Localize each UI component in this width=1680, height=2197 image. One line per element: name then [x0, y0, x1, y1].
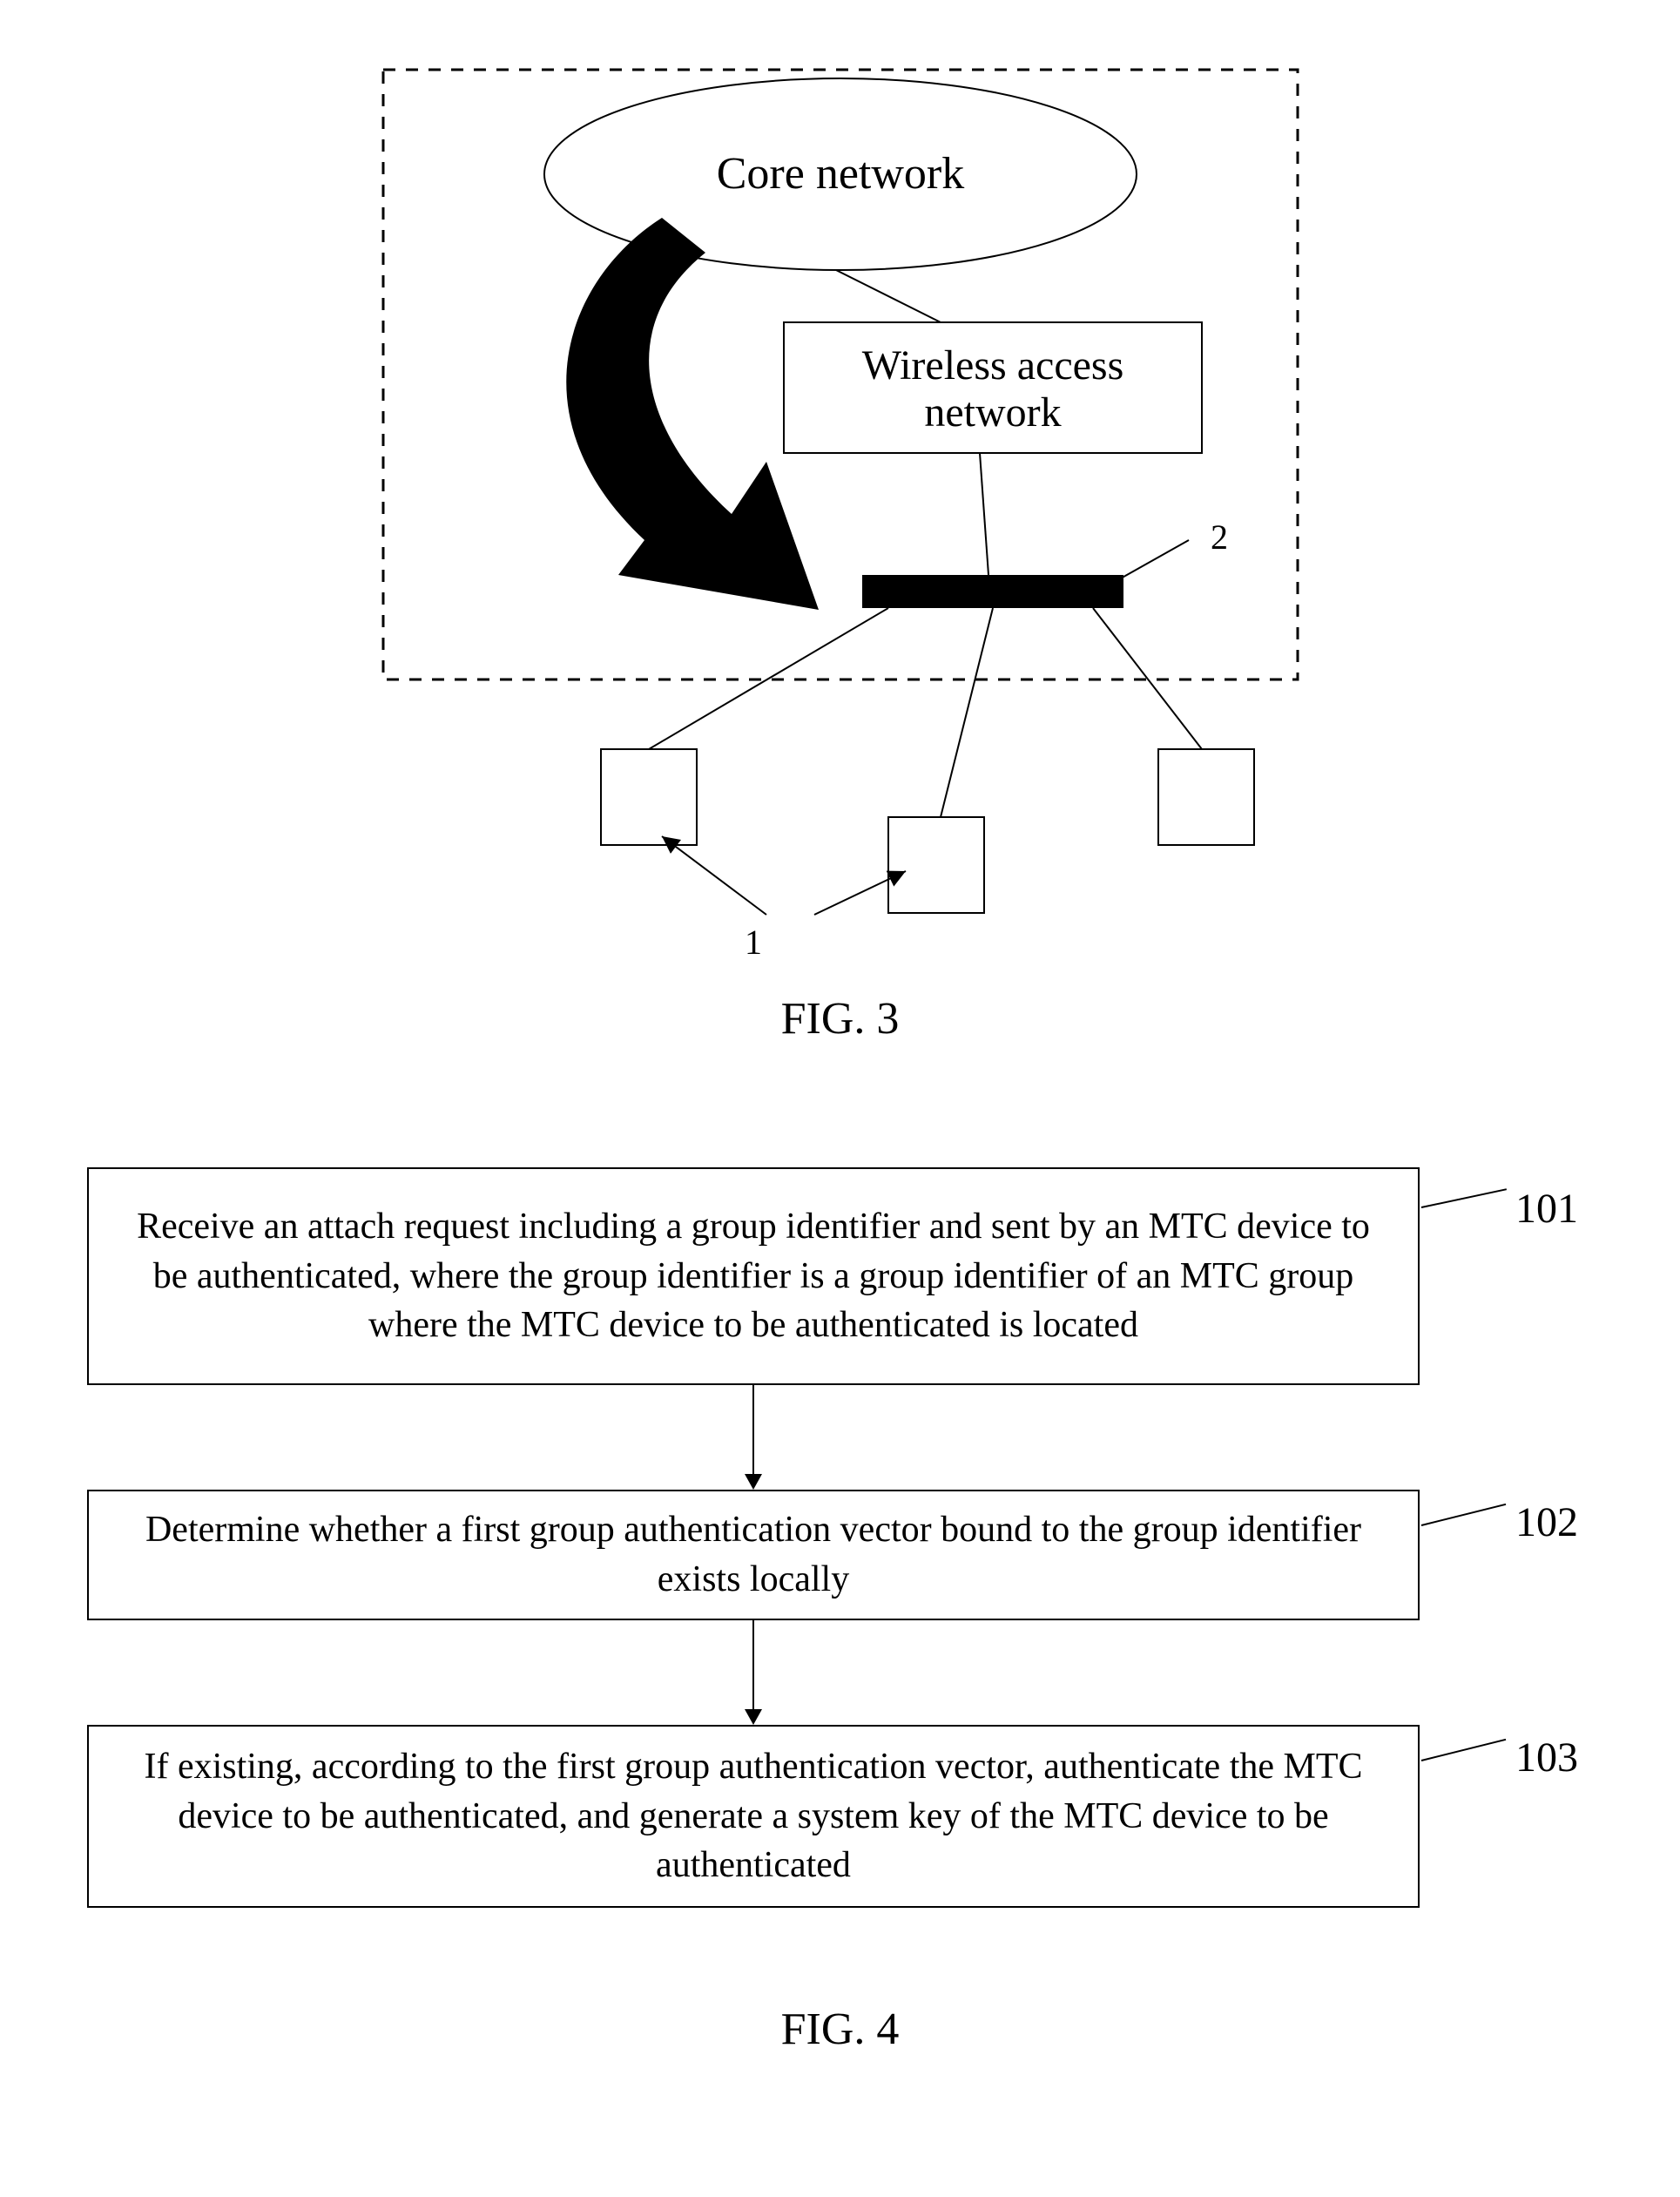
step-label-103: 103 — [1515, 1734, 1578, 1781]
core-network-label: Core network — [717, 149, 964, 199]
big-curved-arrow-icon — [566, 218, 819, 610]
step-leader — [1421, 1504, 1507, 1526]
step-label-101: 101 — [1515, 1185, 1578, 1233]
wireless-access-label-line1: Wireless access — [862, 342, 1124, 389]
ref1-arrow — [662, 836, 766, 915]
gateway-bar — [862, 575, 1123, 608]
flow-arrow-icon — [736, 1620, 771, 1725]
flow-step-103: If existing, according to the first grou… — [87, 1725, 1420, 1908]
ref2-label: 2 — [1211, 517, 1228, 557]
fig4-caption: FIG. 4 — [87, 2004, 1593, 2055]
flow-step-101: Receive an attach request including a gr… — [87, 1167, 1420, 1385]
connector-line — [941, 608, 993, 817]
flow-arrow-icon — [736, 1385, 771, 1490]
mtc-device-node — [1158, 749, 1254, 845]
page: Core network Wireless accessnetwork 2 1 FIG… — [0, 0, 1680, 2197]
fig4-flowchart: Receive an attach request including a gr… — [87, 1167, 1593, 2038]
mtc-device-node — [601, 749, 697, 845]
connector-line — [980, 453, 988, 575]
step-label-102: 102 — [1515, 1498, 1578, 1546]
step-leader — [1421, 1188, 1507, 1208]
fig3-svg: Core network Wireless accessnetwork 2 1 — [331, 52, 1350, 976]
fig3-diagram: Core networkWireless accessnetwork21 — [331, 52, 1350, 941]
step-leader — [1421, 1739, 1507, 1761]
wireless-access-label-line2: network — [924, 389, 1061, 436]
ref1-label: 1 — [745, 923, 762, 962]
mtc-device-node — [888, 817, 984, 913]
connector-line — [836, 270, 941, 322]
fig3-caption: FIG. 3 — [0, 993, 1680, 1044]
flow-step-102: Determine whether a first group authenti… — [87, 1490, 1420, 1620]
ref2-leader — [1119, 540, 1189, 579]
